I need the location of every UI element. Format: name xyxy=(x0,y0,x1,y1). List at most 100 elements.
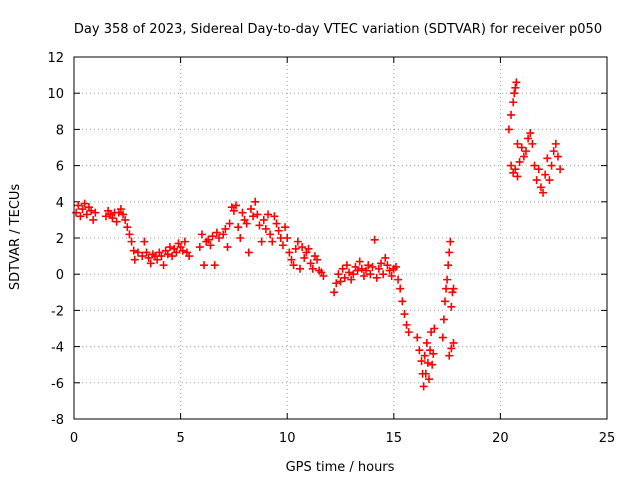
data-point xyxy=(391,262,400,271)
data-point xyxy=(447,344,456,353)
y-tick-label: 12 xyxy=(47,51,64,66)
data-point xyxy=(510,89,519,98)
data-point xyxy=(521,147,530,156)
data-point xyxy=(246,205,255,214)
data-point xyxy=(423,358,432,367)
data-point xyxy=(234,223,243,232)
data-point xyxy=(232,201,241,210)
data-point xyxy=(212,228,221,237)
data-point xyxy=(539,188,548,197)
data-point xyxy=(78,205,87,214)
data-point xyxy=(545,176,554,185)
data-point xyxy=(238,208,247,217)
data-point xyxy=(261,224,270,233)
data-point xyxy=(274,226,283,235)
data-point xyxy=(417,357,426,366)
data-point xyxy=(76,212,85,221)
data-point xyxy=(444,261,453,270)
data-point xyxy=(185,252,194,261)
data-point xyxy=(449,284,458,293)
data-point xyxy=(400,310,409,319)
data-point xyxy=(168,252,177,261)
data-point xyxy=(381,253,390,262)
data-point xyxy=(308,264,317,273)
data-point xyxy=(513,139,522,148)
data-point xyxy=(313,255,322,264)
data-point xyxy=(89,215,98,224)
data-point xyxy=(532,176,541,185)
data-point xyxy=(342,261,351,270)
chart-title: Day 358 of 2023, Sidereal Day-to-day VTE… xyxy=(74,22,602,37)
data-point xyxy=(210,261,219,270)
data-point xyxy=(357,264,366,273)
data-point xyxy=(413,333,422,342)
data-point xyxy=(121,215,130,224)
plot-frame xyxy=(73,56,608,420)
data-point xyxy=(270,212,279,221)
data-point xyxy=(370,235,379,244)
y-tick-label: 2 xyxy=(56,232,64,247)
data-point xyxy=(530,161,539,170)
data-point xyxy=(236,234,245,242)
data-point xyxy=(225,219,234,228)
data-point xyxy=(551,139,560,148)
data-point xyxy=(72,208,81,217)
data-point xyxy=(91,208,100,217)
data-point xyxy=(446,237,455,246)
data-point xyxy=(163,250,172,259)
y-axis-label: SDTVAR / TECUs xyxy=(8,184,23,291)
data-point xyxy=(130,255,139,264)
data-point xyxy=(108,214,117,223)
data-point xyxy=(556,165,565,174)
data-point xyxy=(383,261,392,270)
data-point xyxy=(377,259,386,268)
data-point xyxy=(285,248,294,257)
data-point xyxy=(362,266,371,275)
data-point xyxy=(340,273,349,282)
data-point xyxy=(507,161,516,170)
data-point xyxy=(172,248,181,257)
x-tick-label: 15 xyxy=(386,431,403,446)
y-tick-label: -2 xyxy=(51,304,64,319)
data-point xyxy=(283,234,292,242)
x-axis-label: GPS time / hours xyxy=(286,460,395,475)
data-point xyxy=(140,237,149,246)
data-point xyxy=(197,230,206,239)
data-point xyxy=(419,382,428,391)
data-point xyxy=(524,134,533,143)
data-point xyxy=(214,234,223,242)
x-tick-label: 10 xyxy=(279,431,296,446)
data-point xyxy=(349,270,358,279)
data-point xyxy=(415,346,424,355)
grid-lines xyxy=(74,57,607,419)
data-point xyxy=(178,246,187,255)
data-point xyxy=(293,237,302,246)
data-point xyxy=(519,152,528,161)
data-point xyxy=(332,279,341,288)
data-point xyxy=(138,252,147,261)
data-point xyxy=(180,237,189,246)
data-point xyxy=(204,235,213,244)
data-point xyxy=(338,264,347,273)
data-point xyxy=(229,206,238,215)
data-point xyxy=(553,152,562,161)
data-point xyxy=(445,248,454,257)
x-tick-label: 5 xyxy=(176,431,184,446)
data-point xyxy=(549,147,558,156)
data-point xyxy=(272,219,281,228)
data-point xyxy=(372,273,381,282)
data-point xyxy=(368,262,377,271)
x-tick-label: 20 xyxy=(492,431,509,446)
data-point xyxy=(266,230,275,239)
data-point xyxy=(264,210,273,219)
data-point xyxy=(394,275,403,284)
data-point xyxy=(366,270,375,279)
axis-ticks: 0 5 10 15 20 25 -8 -6 -4 -2 0 2 4 6 8 10 12 xyxy=(47,51,615,446)
data-point xyxy=(442,284,451,293)
data-point xyxy=(504,125,513,134)
data-point xyxy=(159,261,168,270)
data-point xyxy=(153,255,162,264)
y-tick-label: -8 xyxy=(51,413,64,428)
data-point xyxy=(119,210,128,219)
data-point xyxy=(424,375,433,384)
